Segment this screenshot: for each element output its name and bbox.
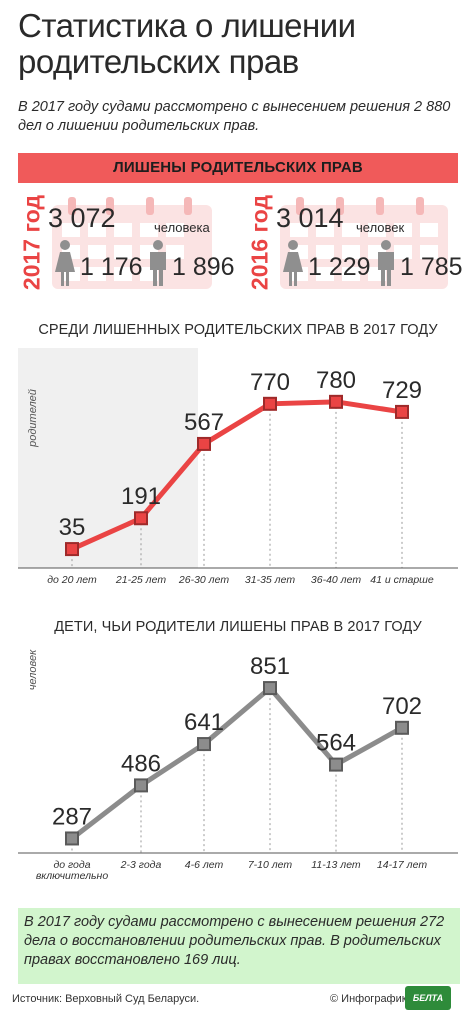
x-tick-label: 31-35 лет [245, 574, 295, 586]
total-count: 3 014 [276, 203, 344, 233]
men-count: 1 785 [400, 253, 463, 281]
section-banner: ЛИШЕНЫ РОДИТЕЛЬСКИХ ПРАВ [18, 153, 458, 183]
chart-title-parents: СРЕДИ ЛИШЕННЫХ РОДИТЕЛЬСКИХ ПРАВ В 2017 … [38, 322, 438, 338]
year-label: 2017 год [18, 194, 45, 291]
data-point [395, 720, 409, 735]
y-axis-label: человек [27, 649, 39, 690]
x-tick-label: 2-3 года [120, 859, 162, 871]
series-line [70, 399, 403, 552]
man-icon [150, 240, 166, 286]
data-point [197, 436, 211, 451]
data-point [263, 396, 277, 411]
x-tick-label: 26-30 лет [178, 574, 229, 586]
x-tick-label: 36-40 лет [311, 574, 361, 586]
data-label: 780 [316, 367, 356, 394]
year-block-2017: 2017 год 3 072 человека 1 176 1 896 [18, 193, 243, 293]
page-title: Статистика о лишении родительских прав [18, 7, 356, 80]
total-unit: человек [356, 220, 405, 235]
x-tick-label: 14-17 лет [377, 859, 427, 871]
data-label: 486 [121, 750, 161, 777]
women-count: 1 176 [80, 253, 143, 281]
data-label: 729 [382, 377, 422, 404]
data-point [329, 757, 343, 772]
data-label: 35 [59, 514, 86, 541]
calendar-icon [280, 197, 448, 289]
data-label: 770 [250, 369, 290, 396]
x-tick-label: 4-6 лет [185, 859, 224, 871]
x-tick-label: до года включительно [36, 859, 109, 882]
woman-icon [55, 240, 75, 286]
data-label: 702 [382, 693, 422, 720]
year-label: 2016 год [246, 194, 273, 291]
source-text: Источник: Верховный Суд Беларуси. [12, 993, 200, 1005]
data-point [134, 778, 148, 793]
x-tick-label: 7-10 лет [248, 859, 293, 871]
restoration-note: В 2017 году судами рассмотрено с вынесен… [18, 908, 460, 984]
data-point [134, 511, 148, 526]
data-label: 567 [184, 409, 224, 436]
data-point [197, 737, 211, 752]
chart-title-children: ДЕТИ, ЧЬИ РОДИТЕЛИ ЛИШЕНЫ ПРАВ В 2017 ГО… [54, 619, 422, 635]
data-point [395, 404, 409, 419]
data-point [65, 542, 79, 557]
data-label: 287 [52, 803, 92, 830]
series-line [70, 685, 404, 841]
data-point [65, 831, 79, 846]
data-label: 851 [250, 653, 290, 680]
belta-logo: БЕЛТА [405, 986, 451, 1010]
x-tick-label: 21-25 лет [115, 574, 166, 586]
chart-parents-by-age: родителей 35 191 567 770 780 729 до 20 лет 21-2… [18, 348, 458, 586]
data-point [329, 394, 343, 409]
intro-text: В 2017 году судами рассмотрено с вынесен… [18, 99, 451, 134]
total-unit: человека [154, 220, 210, 235]
copyright-text: © Инфографика [330, 993, 413, 1005]
chart-children-by-age: человек 287 486 641 851 564 702 до года включит… [18, 649, 458, 882]
woman-icon [283, 240, 303, 286]
men-count: 1 896 [172, 253, 235, 281]
x-tick-label: до 20 лет [47, 574, 97, 586]
x-tick-label: 11-13 лет [311, 859, 361, 871]
year-block-2016: 2016 год 3 014 человек 1 229 1 785 [246, 193, 471, 293]
women-count: 1 229 [308, 253, 371, 281]
y-axis-label: родителей [27, 389, 39, 448]
total-count: 3 072 [48, 203, 116, 233]
data-label: 641 [184, 709, 224, 736]
data-label: 191 [121, 483, 161, 510]
man-icon [378, 240, 394, 286]
x-tick-label: 41 и старше [370, 574, 434, 586]
data-label: 564 [316, 730, 356, 757]
data-point [263, 681, 277, 696]
